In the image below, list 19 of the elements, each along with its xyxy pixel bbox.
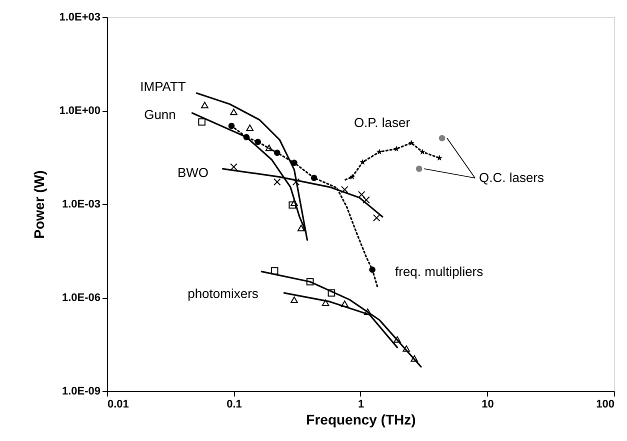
annotation: Gunn — [144, 107, 176, 122]
y-tick-label: 1.0E+03 — [59, 12, 100, 24]
y-tick-label: 1.0E+00 — [59, 105, 100, 117]
annotation: Q.C. lasers — [479, 170, 545, 185]
y-tick-label: 1.0E-06 — [62, 292, 100, 304]
y-tick-label: 1.0E-03 — [62, 198, 100, 210]
x-tick-label: 10 — [482, 398, 494, 410]
x-tick-label: 100 — [596, 398, 614, 410]
x-tick-label: 1 — [358, 398, 364, 410]
annotation: freq. multipliers — [395, 264, 484, 279]
y-axis-title: Power (W) — [31, 170, 48, 239]
annotation: IMPATT — [140, 79, 186, 94]
annotation: photomixers — [188, 286, 259, 301]
annotation: BWO — [177, 165, 209, 180]
x-tick-label: 0.01 — [108, 398, 129, 410]
annotation: O.P. laser — [354, 115, 411, 130]
x-axis-title: Frequency (THz) — [306, 412, 416, 428]
y-tick-label: 1.0E-09 — [62, 386, 100, 398]
x-tick-label: 0.1 — [226, 398, 242, 410]
